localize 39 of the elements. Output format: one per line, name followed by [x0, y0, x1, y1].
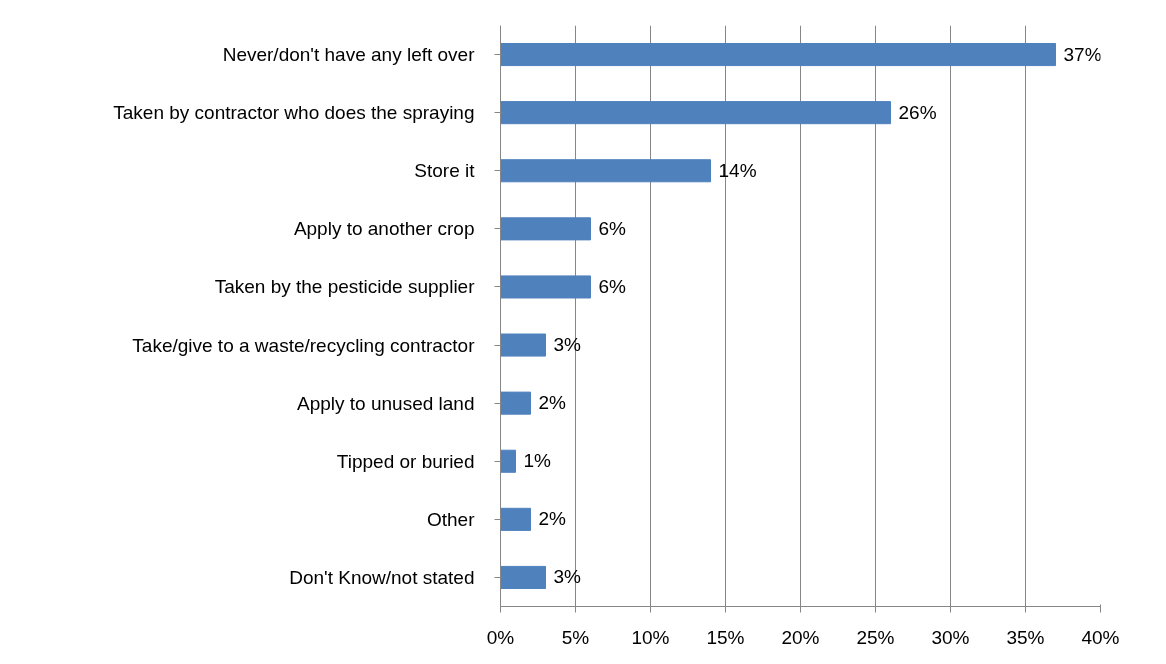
data-label: 14%	[718, 159, 757, 181]
data-label: 3%	[553, 566, 582, 588]
bar	[500, 217, 591, 241]
x-tick-label: 10%	[631, 626, 670, 648]
bar	[500, 43, 1056, 67]
x-tick-label: 20%	[781, 626, 820, 648]
y-tick-label: Apply to unused land	[297, 392, 475, 414]
bar	[500, 449, 516, 473]
y-tick-label: Store it	[414, 160, 476, 182]
data-label: 6%	[598, 275, 627, 297]
y-tick-label: Taken by contractor who does the spraying	[113, 102, 475, 124]
y-tick-label: Taken by the pesticide supplier	[214, 276, 476, 298]
bar	[500, 391, 531, 415]
bar	[500, 507, 531, 531]
bar	[500, 333, 546, 357]
x-tick-label: 25%	[856, 626, 895, 648]
x-tick-label: 40%	[1081, 626, 1120, 648]
data-label: 1%	[523, 450, 552, 472]
bar	[500, 565, 546, 589]
data-label: 37%	[1063, 43, 1102, 65]
data-label: 6%	[598, 217, 627, 239]
x-tick-label: 0%	[486, 626, 515, 648]
y-tick-label: Tipped or buried	[336, 450, 475, 472]
y-tick-label: Apply to another crop	[293, 218, 475, 240]
y-tick-label: Other	[426, 508, 476, 530]
y-tick-label: Never/don't have any left over	[222, 44, 476, 66]
y-tick-label: Take/give to a waste/recycling contractor	[132, 334, 476, 356]
x-tick-label: 35%	[1006, 626, 1045, 648]
bar	[500, 101, 891, 125]
data-label: 3%	[553, 334, 582, 356]
x-tick-label: 30%	[931, 626, 970, 648]
bar	[500, 159, 711, 183]
x-tick-label: 5%	[561, 626, 590, 648]
data-label: 2%	[538, 508, 567, 530]
x-tick-label: 15%	[706, 626, 745, 648]
data-label: 2%	[538, 392, 567, 414]
y-tick-label: Don't Know/not stated	[289, 566, 475, 588]
bar	[500, 275, 591, 299]
data-label: 26%	[898, 101, 937, 123]
